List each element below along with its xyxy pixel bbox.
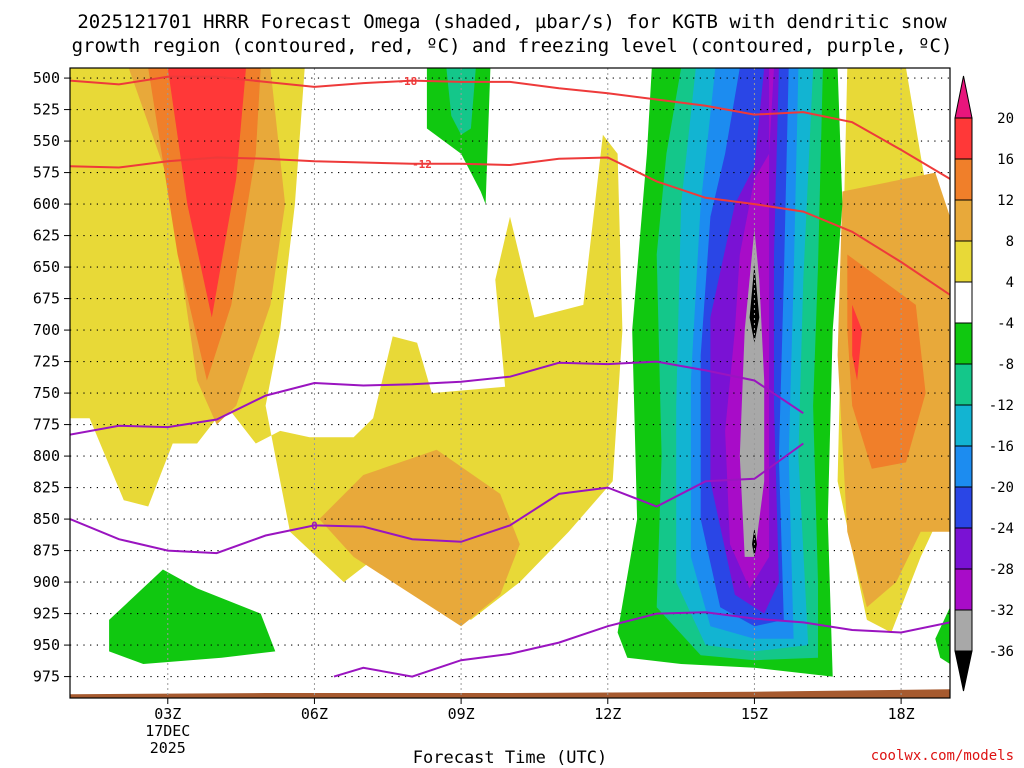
colorbar-label-4: 4 [1006, 275, 1014, 291]
colorbar-bottom-arrow [954, 650, 973, 692]
dendritic-isotherm-1 [70, 156, 950, 296]
shade-pos-8-mid [319, 449, 520, 627]
y-tick-label-975: 975 [33, 668, 60, 686]
x-tick-date-03Z: 17DEC [145, 722, 190, 740]
colorbar-label-11: -28 [989, 562, 1014, 578]
omega-shading [70, 68, 950, 698]
y-tick-label-650: 650 [33, 258, 60, 276]
colorbar-bin-1 [954, 158, 973, 201]
x-tick-label-09Z: 09Z [448, 705, 475, 723]
colorbar-label-1: 16 [997, 152, 1014, 168]
colorbar: 20 16 12 8 4 -4 -8 -12 -16 -20 -24 -28 -32 -36 [954, 75, 1014, 692]
shade-pos-12-right [847, 254, 926, 469]
colorbar-label-6: -8 [997, 357, 1014, 373]
y-tick-label-775: 775 [33, 416, 60, 434]
colorbar-bin-0 [954, 117, 973, 160]
colorbar-bin-11 [954, 568, 973, 611]
y-tick-label-600: 600 [33, 195, 60, 213]
x-tick-label-15Z: 15Z [741, 705, 768, 723]
colorbar-label-7: -12 [989, 398, 1014, 414]
y-tick-label-900: 900 [33, 573, 60, 591]
colorbar-label-5: -4 [997, 316, 1014, 332]
colorbar-bin-3 [954, 240, 973, 283]
colorbar-bin-10 [954, 527, 973, 570]
y-axis: 500 525 550 575 600 625 650 675 700 725 750 775 800 8… [33, 69, 70, 686]
y-tick-label-825: 825 [33, 479, 60, 497]
y-tick-label-725: 725 [33, 353, 60, 371]
colorbar-label-3: 8 [1006, 234, 1014, 250]
terrain-band [70, 689, 950, 698]
colorbar-bin-2 [954, 199, 973, 242]
x-tick-year-03Z: 2025 [150, 739, 186, 757]
y-tick-label-700: 700 [33, 321, 60, 339]
y-tick-label-675: 675 [33, 290, 60, 308]
chart-title-line-2: growth region (contoured, red, ºC) and f… [72, 35, 953, 57]
grid-lines [70, 68, 950, 698]
colorbar-label-0: 20 [997, 111, 1014, 127]
y-tick-label-550: 550 [33, 132, 60, 150]
colorbar-label-10: -24 [989, 521, 1014, 537]
y-tick-label-575: 575 [33, 164, 60, 182]
isotherm-label-0: -18 [397, 75, 417, 88]
colorbar-bin-9 [954, 486, 973, 529]
x-axis-label: Forecast Time (UTC) [413, 748, 607, 768]
colorbar-bin-5 [954, 322, 973, 365]
chart-title-line-1: 2025121701 HRRR Forecast Omega (shaded, … [77, 11, 947, 33]
y-tick-label-950: 950 [33, 636, 60, 654]
shade-neg-4-topmid [426, 68, 491, 205]
colorbar-bin-4 [954, 281, 973, 324]
colorbar-label-2: 12 [997, 193, 1014, 209]
colorbar-label-9: -20 [989, 480, 1014, 496]
shade-neg-4-bottomleft [109, 569, 276, 664]
colorbar-bin-7 [954, 404, 973, 447]
shade-neg-36-lower [752, 527, 757, 557]
colorbar-label-12: -32 [989, 603, 1014, 619]
colorbar-bin-8 [954, 445, 973, 488]
colorbar-label-13: -36 [989, 644, 1014, 660]
y-tick-label-800: 800 [33, 447, 60, 465]
x-tick-label-18Z: 18Z [888, 705, 915, 723]
shade-pos-20-left [197, 68, 237, 280]
y-tick-label-875: 875 [33, 542, 60, 560]
x-tick-label-06Z: 06Z [301, 705, 328, 723]
freezing-level-label-0: 0 [311, 519, 318, 532]
y-tick-label-850: 850 [33, 510, 60, 528]
x-tick-label-12Z: 12Z [594, 705, 621, 723]
isotherm-label-1: -12 [412, 158, 432, 171]
colorbar-label-8: -16 [989, 439, 1014, 455]
colorbar-top-arrow [954, 75, 973, 119]
freezing-level-0 [70, 442, 804, 555]
colorbar-bin-6 [954, 363, 973, 406]
plot-frame [69, 67, 951, 699]
colorbar-bin-12 [954, 609, 973, 652]
freezing-level-2 [333, 611, 950, 678]
contours: -18 -12 0 [70, 75, 950, 678]
freezing-level-1 [70, 360, 804, 436]
dendritic-isotherm-0 [70, 75, 950, 180]
shade-neg-4-right [935, 607, 950, 664]
shade-neg-8-topmid [446, 68, 476, 135]
plot-area: -18 -12 0 [69, 67, 951, 699]
y-tick-label-750: 750 [33, 384, 60, 402]
y-tick-label-500: 500 [33, 69, 60, 87]
y-tick-label-525: 525 [33, 101, 60, 119]
y-tick-label-925: 925 [33, 605, 60, 623]
x-tick-label-03Z: 03Z [154, 705, 181, 723]
credit-text: coolwx.com/models [871, 748, 1014, 764]
y-tick-label-625: 625 [33, 227, 60, 245]
